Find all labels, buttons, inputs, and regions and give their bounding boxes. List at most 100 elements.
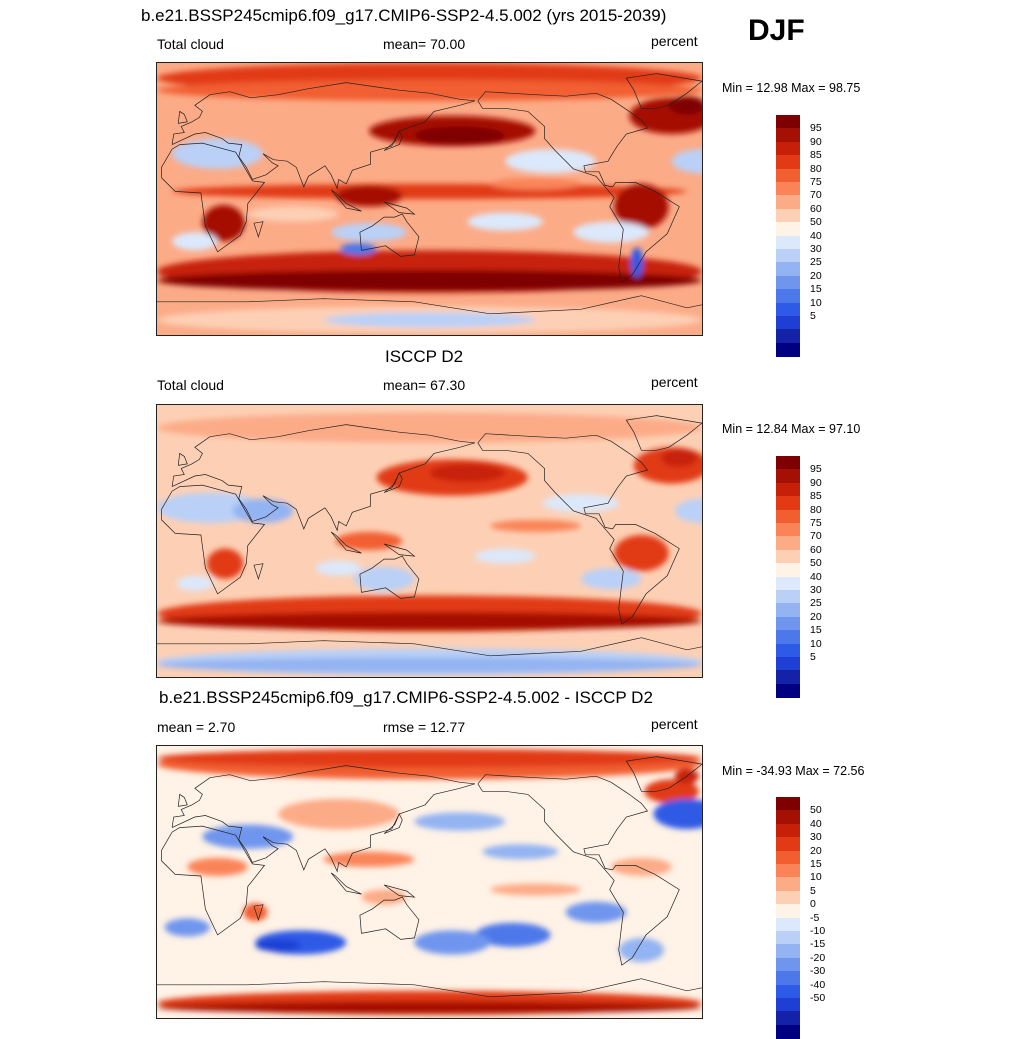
panel3-rmse-label: rmse = 12.77: [383, 719, 466, 735]
colorbar-tick-label: 60: [810, 543, 822, 556]
colorbar-box: [776, 1024, 800, 1039]
contour-region: [164, 918, 210, 937]
panel3-map: [156, 745, 703, 1019]
colorbar-box: [776, 275, 800, 290]
contour-region: [335, 185, 403, 207]
colorbar-box: [776, 289, 800, 304]
contour-region: [172, 232, 218, 251]
map-background: [157, 746, 702, 1018]
contour-region: [172, 138, 263, 169]
colorbar-box: [776, 657, 800, 671]
panel3-colorbar: 50 40 30 20 15 10 5 0 -5 -10 -15 -20 -30 -40 -50: [776, 797, 825, 1039]
contour-region: [543, 494, 619, 513]
contour-field: [157, 412, 702, 676]
colorbar-box: [776, 823, 800, 838]
colorbar-tick-label: 80: [810, 503, 822, 516]
coastline: [157, 978, 702, 998]
coastline: [359, 555, 420, 599]
contour-region: [614, 183, 669, 230]
colorbar-box: [776, 496, 800, 511]
colorbar-tick-label: 20: [810, 269, 822, 282]
panel2-map-svg: [157, 405, 702, 677]
colorbar-tick-label: 25: [810, 597, 822, 610]
colorbar-tick-label: 90: [810, 476, 822, 489]
colorbar-tick-label: 20: [810, 844, 822, 857]
coastline: [383, 472, 403, 493]
contour-region: [361, 889, 407, 905]
colorbar-tick-label: 90: [810, 135, 822, 148]
colorbar-tick-label: -20: [810, 951, 826, 964]
coastline: [157, 295, 702, 315]
contour-region: [157, 79, 702, 101]
colorbar-tick-label: 60: [810, 202, 822, 215]
colorbar-box: [776, 576, 800, 591]
colorbar-box: [776, 931, 800, 945]
season-label: DJF: [748, 14, 805, 47]
coastline: [177, 793, 188, 807]
colorbar-box: [776, 616, 800, 631]
colorbar-box: [776, 810, 800, 825]
coastline: [330, 189, 362, 212]
colorbar-box: [776, 329, 800, 344]
colorbar-tick-label: 15: [810, 624, 822, 637]
colorbar-box: [776, 523, 800, 537]
colorbar-tick-label: -30: [810, 965, 826, 978]
colorbar-box: [776, 549, 800, 564]
contour-region: [505, 149, 597, 174]
coastline: [383, 201, 416, 215]
contour-region: [614, 534, 669, 572]
contour-region: [671, 149, 702, 174]
colorbar-tick-label: 50: [810, 216, 822, 229]
contour-region: [414, 930, 491, 955]
colorbar-tick-label: 15: [810, 283, 822, 296]
contour-region: [247, 206, 339, 222]
panel2-minmax: Min = 12.84 Max = 97.10: [722, 422, 861, 436]
contour-region: [331, 223, 407, 242]
colorbar-box: [776, 536, 800, 551]
colorbar-tick-label: 75: [810, 176, 822, 188]
contour-region: [157, 749, 702, 768]
colorbar-box: [776, 182, 800, 196]
panel1-mean-label: mean= 70.00: [383, 36, 466, 52]
colorbar-tick-label: 75: [810, 517, 822, 529]
colorbar-tick-label: 80: [810, 162, 822, 175]
colorbar-box: [776, 115, 800, 129]
panel3-units-label: percent: [651, 716, 698, 732]
coastline: [161, 142, 266, 253]
panel1-minmax: Min = 12.98 Max = 98.75: [722, 81, 861, 95]
panel1-map-svg: [157, 63, 702, 335]
coastline: [625, 415, 702, 451]
colorbar-box: [776, 797, 800, 811]
colorbar-tick-label: 40: [810, 817, 822, 830]
contour-region: [490, 177, 581, 190]
coastline: [253, 904, 264, 921]
colorbar-tick-label: 25: [810, 256, 822, 269]
colorbar-tick-label: 10: [810, 871, 822, 884]
colorbar-tick-label: 20: [810, 610, 822, 623]
contour-region: [278, 798, 400, 830]
coastline: [161, 825, 266, 936]
contour-region: [429, 463, 506, 483]
coastline: [383, 813, 403, 834]
contour-region: [202, 205, 245, 242]
coastline: [383, 543, 416, 557]
colorbar-box: [776, 630, 800, 645]
contour-region: [353, 566, 415, 591]
colorbar-box: [776, 944, 800, 959]
contour-region: [611, 857, 672, 876]
contour-region: [474, 548, 536, 564]
colorbar-box: [776, 469, 800, 484]
coastline: [253, 221, 264, 238]
coastline: [171, 82, 475, 190]
contour-region: [202, 824, 294, 849]
colorbar-box: [776, 208, 800, 223]
contour-region: [232, 498, 294, 523]
colorbar-box: [776, 1011, 800, 1026]
contour-region: [323, 312, 536, 328]
colorbar-tick-label: 15: [810, 858, 822, 870]
coastline: [171, 424, 475, 532]
contour-region: [490, 883, 581, 896]
colorbar-tick-label: 40: [810, 229, 822, 242]
colorbar-tick-label: 5: [810, 651, 816, 663]
coastlines: [157, 73, 702, 315]
